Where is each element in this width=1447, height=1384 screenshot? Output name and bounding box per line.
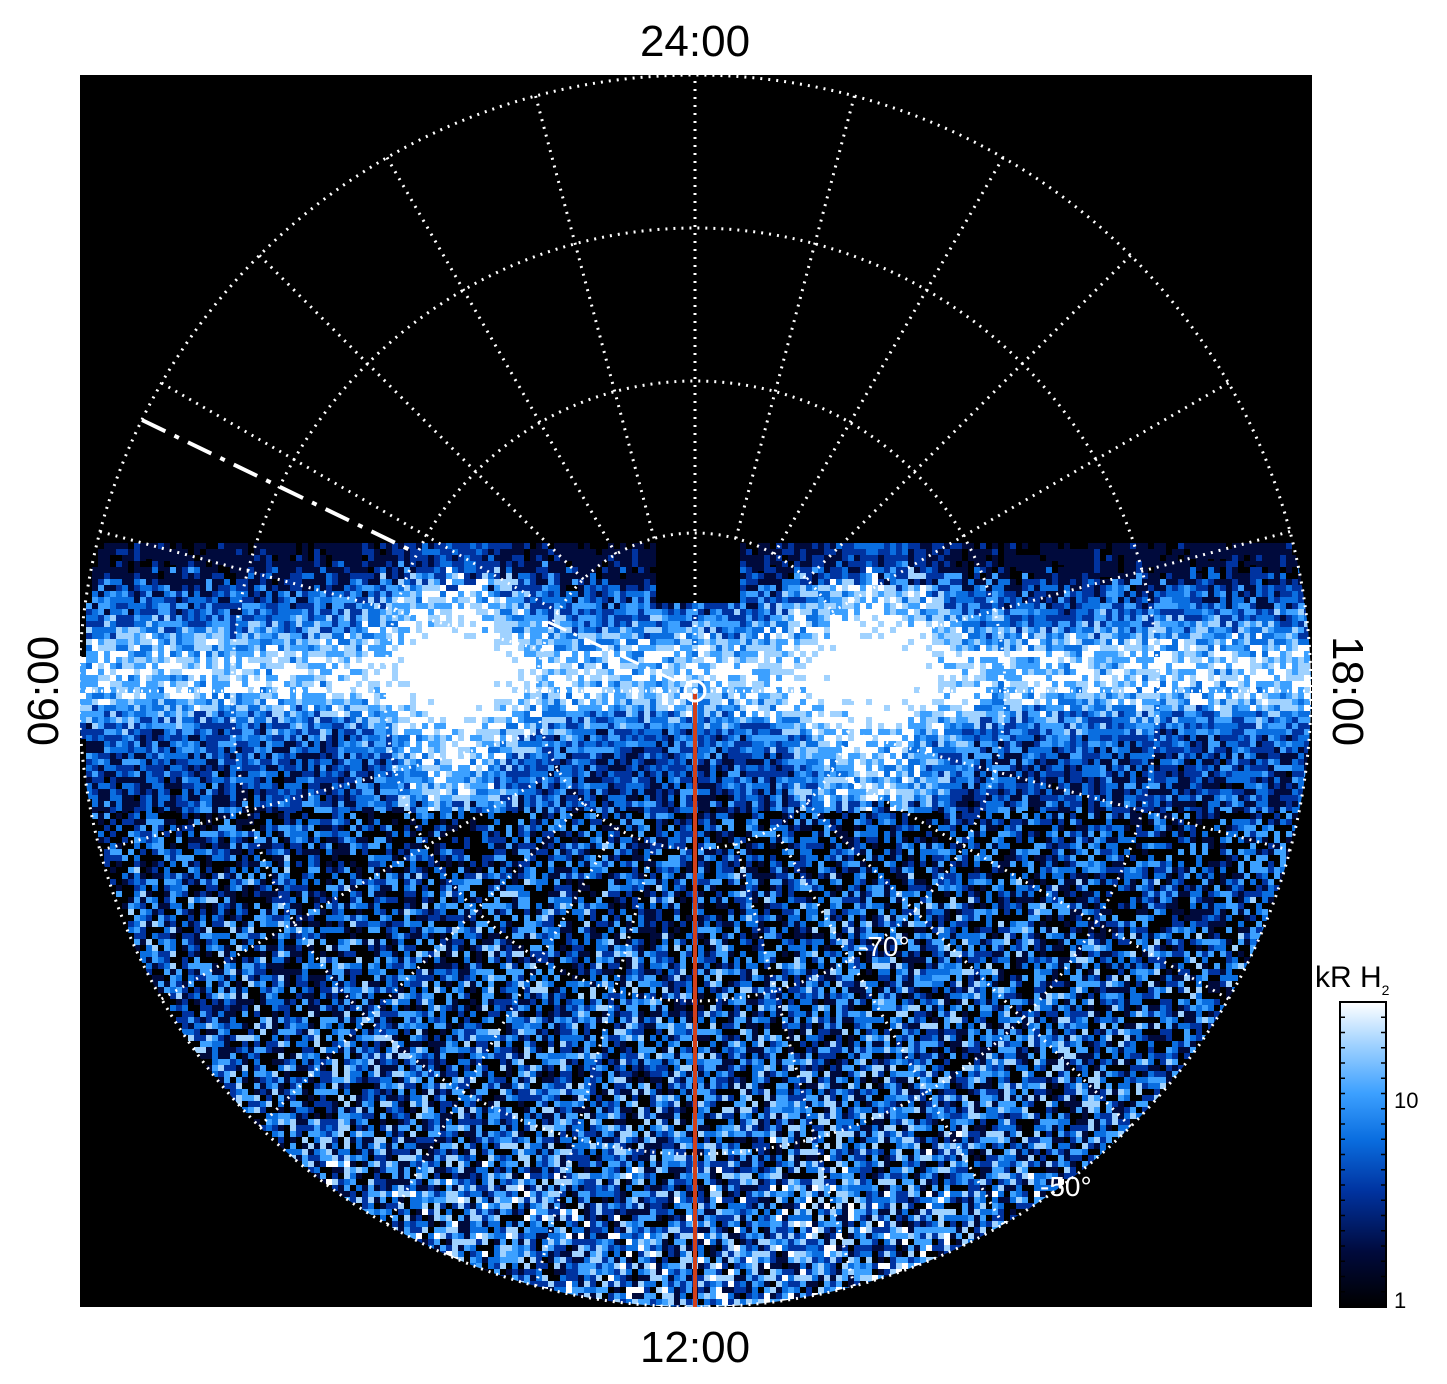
latitude-circle (230, 226, 1160, 1156)
latitude-circle (80, 75, 1312, 1307)
colorbar: kR H2 10 1 (1315, 961, 1418, 1313)
local-time-right-label: 18:00 (1323, 636, 1372, 746)
latitude-label-70: -70° (858, 931, 910, 962)
colorbar-tick-label-10: 10 (1394, 1088, 1418, 1113)
local-time-top-label: 24:00 (640, 17, 750, 66)
local-time-left-label: 06:00 (19, 636, 68, 746)
pole-marker-dot (692, 688, 698, 694)
pole-marker (683, 679, 707, 703)
colorbar-unit-subscript: 2 (1382, 982, 1390, 998)
colorbar-gradient (1339, 1001, 1387, 1308)
local-time-bottom-label: 12:00 (640, 1323, 750, 1372)
latitude-label-50: -50° (1040, 1171, 1092, 1202)
latitude-circle (383, 379, 1007, 1003)
colorbar-ticks (1340, 1001, 1386, 1308)
emission-image (80, 543, 1311, 1307)
colorbar-tick-label-1: 1 (1394, 1288, 1406, 1313)
colorbar-unit-label: kR H2 (1315, 961, 1390, 998)
dashed-reference-line-inner (547, 620, 681, 685)
